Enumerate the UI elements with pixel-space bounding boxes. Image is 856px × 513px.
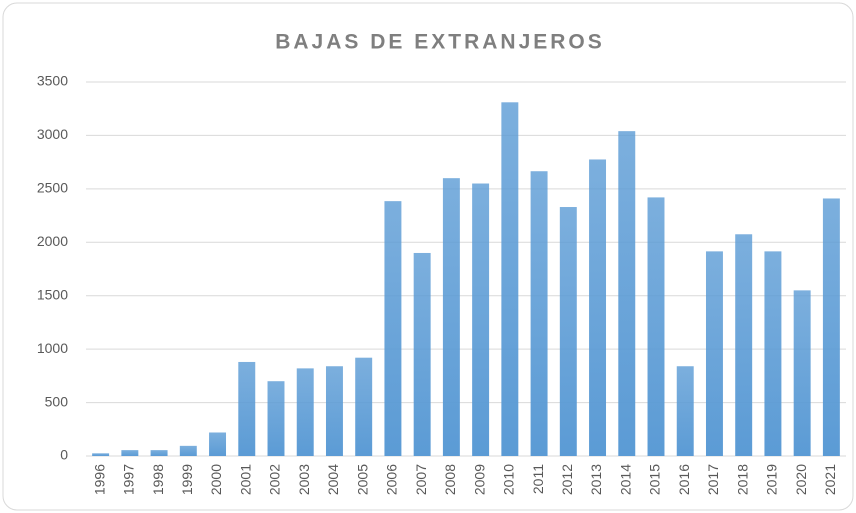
x-tick-label: 2008 <box>442 464 458 495</box>
bar <box>735 234 753 456</box>
x-tick-label: 2007 <box>413 464 429 495</box>
bar <box>179 445 197 456</box>
y-tick-label: 1000 <box>37 340 68 356</box>
x-tick-label: 1997 <box>121 464 137 495</box>
bar <box>793 290 811 456</box>
chart-title: BAJAS DE EXTRANJEROS <box>275 31 605 54</box>
x-tick-label: 2001 <box>237 464 253 495</box>
x-tick-label: 2011 <box>530 464 546 494</box>
bar <box>501 102 519 456</box>
y-tick-label: 2500 <box>37 180 68 196</box>
x-tick-label: 2021 <box>822 464 838 495</box>
y-tick-label: 3500 <box>37 73 68 89</box>
x-tick-label: 2003 <box>296 464 312 495</box>
bar <box>121 450 139 456</box>
bar <box>647 197 665 457</box>
bar <box>822 198 840 456</box>
x-tick-label: 2013 <box>588 464 604 495</box>
bar <box>618 131 636 456</box>
x-tick-label: 2002 <box>267 464 283 495</box>
bar <box>413 252 431 456</box>
x-tick-label: 2005 <box>354 464 370 495</box>
x-tick-label: 2009 <box>471 464 487 495</box>
bar <box>238 361 256 456</box>
bar <box>676 366 694 456</box>
bar <box>150 450 168 456</box>
x-tick-label: 2014 <box>617 464 633 495</box>
bar <box>384 201 402 456</box>
bar <box>472 183 490 456</box>
x-tick-label: 1996 <box>91 464 107 495</box>
bar <box>442 178 460 456</box>
y-tick-label: 1500 <box>37 286 68 302</box>
x-tick-label: 2000 <box>208 464 224 495</box>
x-tick-label: 2015 <box>647 464 663 495</box>
x-tick-label: 2016 <box>676 464 692 495</box>
x-tick-label: 1998 <box>150 464 166 495</box>
bar <box>267 381 285 456</box>
bar <box>92 453 110 456</box>
bar <box>764 251 782 456</box>
bar <box>209 432 227 456</box>
x-tick-label: 2010 <box>501 464 517 495</box>
bar <box>355 357 373 456</box>
x-tick-label: 2019 <box>764 464 780 495</box>
y-tick-label: 2000 <box>37 233 68 249</box>
y-tick-label: 500 <box>45 393 69 409</box>
y-tick-label: 3000 <box>37 126 68 142</box>
x-tick-label: 2006 <box>384 464 400 495</box>
y-tick-label: 0 <box>60 447 68 463</box>
bar <box>589 159 607 456</box>
x-tick-label: 2012 <box>559 464 575 495</box>
x-tick-label: 2018 <box>734 464 750 495</box>
bar <box>325 366 343 456</box>
x-tick-label: 2017 <box>705 464 721 495</box>
x-tick-label: 2020 <box>793 464 809 495</box>
bar <box>559 207 577 456</box>
bar <box>705 251 723 456</box>
x-tick-label: 1999 <box>179 464 195 495</box>
x-tick-label: 2004 <box>325 464 341 495</box>
bar <box>296 368 314 456</box>
bar <box>530 171 548 456</box>
